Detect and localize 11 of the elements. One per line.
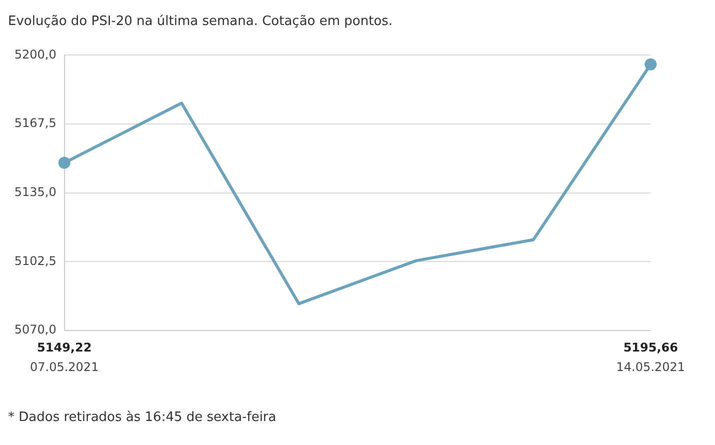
y-tick-label: 5200,0 [14, 47, 56, 62]
y-tick-label: 5102,5 [14, 254, 56, 268]
x-tick-label: 07.05.2021 [30, 360, 99, 374]
chart-title: Evolução do PSI-20 na última semana. Cotação em pontos. [8, 14, 393, 29]
y-tick-label: 5135,0 [14, 185, 56, 200]
data-label: 5149,22 [37, 340, 92, 355]
y-tick-label: 5070,0 [14, 322, 56, 337]
x-tick-label: 14.05.2021 [616, 360, 686, 374]
data-label: 5195,66 [623, 340, 678, 355]
y-tick-label: 5167,5 [14, 116, 56, 130]
text: * Dados retirados às 16:45 de sexta-feira [8, 410, 276, 425]
